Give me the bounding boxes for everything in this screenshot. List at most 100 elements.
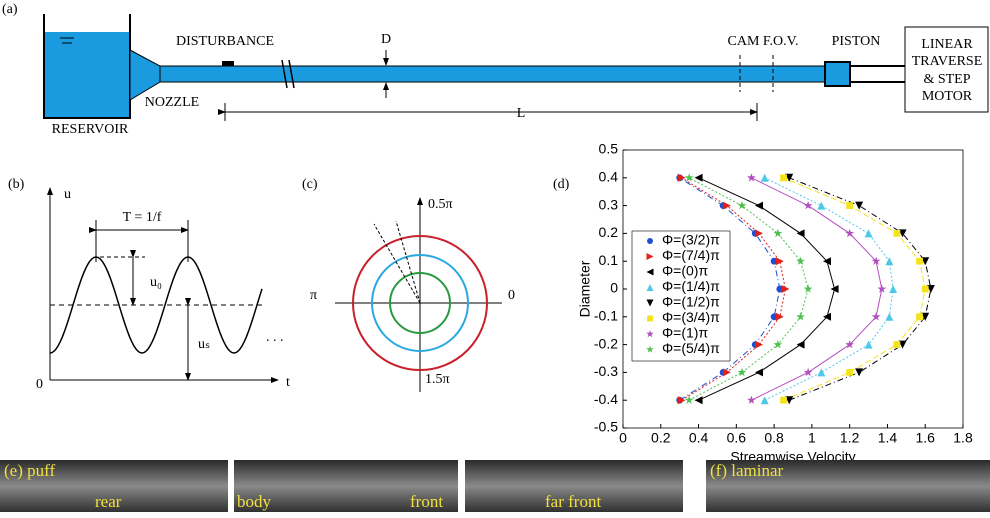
label: & STEP <box>923 72 970 87</box>
phase-circle <box>371 254 469 352</box>
pipe-break <box>281 59 295 89</box>
label: LINEAR <box>921 37 973 52</box>
data-point <box>694 396 703 405</box>
strip-label: rear <box>95 492 122 511</box>
data-point <box>677 173 686 182</box>
data-point <box>803 367 813 377</box>
data-point <box>796 229 805 238</box>
piston-rod <box>850 65 905 83</box>
data-point <box>747 173 756 182</box>
data-point <box>926 285 935 293</box>
data-point <box>921 257 930 266</box>
data-point <box>684 173 694 182</box>
label: DISTURBANCE <box>176 34 274 49</box>
y-tick-label: 0.2 <box>599 224 619 240</box>
label: CAM F.O.V. <box>728 34 799 49</box>
label: 0.5π <box>428 197 453 212</box>
data-point <box>921 312 930 321</box>
data-point <box>773 340 783 349</box>
data-point <box>898 229 907 238</box>
phase-circle <box>352 235 488 371</box>
data-point <box>845 228 854 238</box>
legend-label: Φ=(5/4)π <box>662 340 720 356</box>
data-point <box>780 174 787 182</box>
label: PISTON <box>832 34 881 49</box>
strip-label: far front <box>545 492 601 511</box>
data-point <box>781 285 790 293</box>
legend-marker <box>646 268 654 276</box>
label: t <box>286 375 290 390</box>
legend-marker <box>646 253 654 260</box>
panel-label: (d) <box>553 177 570 192</box>
data-point <box>747 395 756 404</box>
legend-label: Φ=(1/2)π <box>662 294 720 310</box>
data-point <box>755 201 763 210</box>
legend-box <box>631 230 731 362</box>
data-point <box>780 396 787 404</box>
label: u₀ <box>150 275 162 290</box>
strip-label: (e) puff <box>4 461 55 480</box>
legend-label: Φ=(3/2)π <box>662 232 720 248</box>
x-tick-label: 0 <box>619 430 627 446</box>
x-tick-label: 1.2 <box>840 430 860 446</box>
label: . . . <box>266 330 284 345</box>
phase-circle <box>389 272 451 334</box>
y-tick-label: -0.2 <box>594 335 618 351</box>
data-point <box>830 285 839 293</box>
panel-label: (a) <box>2 2 18 17</box>
strip-label: (f) laminar <box>710 461 783 480</box>
data-point <box>893 341 901 348</box>
data-point <box>889 285 898 293</box>
data-point <box>737 367 747 377</box>
label: 1.5π <box>425 372 450 387</box>
motor-box <box>904 26 989 113</box>
x-tick-label: 0.2 <box>651 430 671 446</box>
panel-label: (b) <box>8 177 25 192</box>
label: RESERVOIR <box>52 122 129 137</box>
panel-label: (c) <box>302 177 318 192</box>
chart: 0 0.2 0.4 0.6 0.8 1 1.2 1.4 1.6 1.8 -0.5 -0.4 -0.3 -0… <box>577 141 973 465</box>
data-point <box>845 340 854 349</box>
legend-marker <box>646 345 654 353</box>
x-tick-label: 1.4 <box>878 430 898 446</box>
data-point <box>898 340 907 349</box>
label: π <box>310 288 317 303</box>
panel-b: (b) u T = 1/f u₀ uₛ 0 t . . . <box>8 177 290 392</box>
data-point <box>760 396 769 405</box>
image-strip <box>465 460 683 512</box>
y-tick-label: 0.1 <box>599 252 619 268</box>
legend-label: Φ=(3/4)π <box>662 309 720 325</box>
data-point <box>823 312 831 321</box>
data-point <box>785 396 794 405</box>
data-point <box>864 229 873 238</box>
x-tick-label: 0.4 <box>689 430 709 446</box>
data-point <box>677 396 686 405</box>
legend-label: Φ=(7/4)π <box>662 247 720 263</box>
y-tick-label: -0.5 <box>594 419 618 435</box>
data-point <box>755 368 763 377</box>
x-tick-label: 0.6 <box>727 430 747 446</box>
data-point <box>722 201 731 210</box>
pipe <box>159 65 826 83</box>
data-point <box>846 369 854 376</box>
data-point <box>755 340 763 349</box>
data-point <box>817 368 826 377</box>
period-tick <box>95 220 189 262</box>
x-tick-label: 1.6 <box>915 430 935 446</box>
data-point <box>803 284 813 293</box>
strip-label: front <box>410 492 443 511</box>
data-point <box>796 340 805 349</box>
data-point <box>885 312 894 321</box>
y-tick-label: -0.4 <box>594 391 618 407</box>
data-point <box>916 257 923 265</box>
y-axis-title: Diameter <box>577 260 593 317</box>
data-point <box>694 173 703 182</box>
image-strip <box>234 460 458 512</box>
data-point <box>885 257 894 266</box>
disturbance-mark <box>222 61 234 66</box>
image-strips: (e) puff rear body front far front (f) l… <box>0 460 990 512</box>
legend-marker <box>646 299 654 307</box>
data-point <box>737 201 747 210</box>
